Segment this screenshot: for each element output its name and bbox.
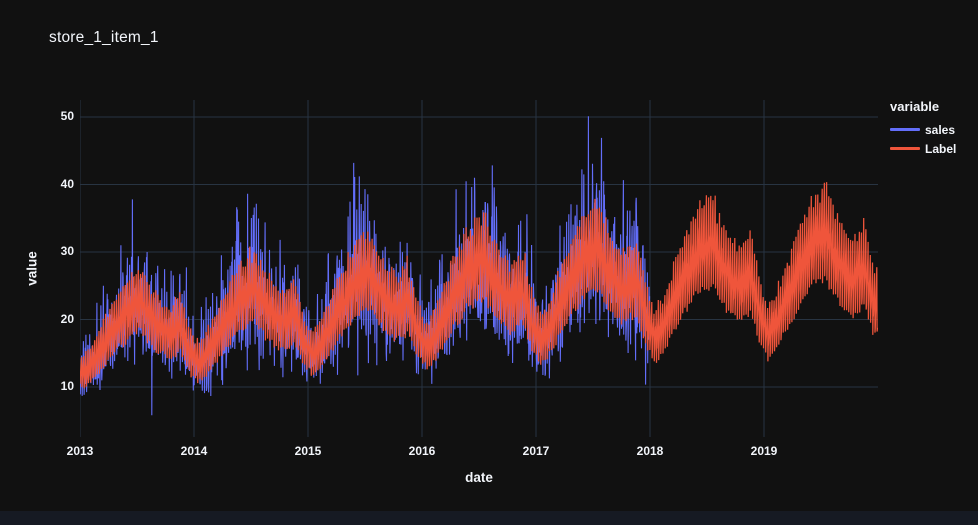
x-tick-label: 2016 bbox=[408, 444, 436, 458]
y-tick-label: 40 bbox=[60, 176, 74, 191]
x-tick-label: 2017 bbox=[522, 444, 550, 458]
x-tick-label: 2014 bbox=[180, 444, 208, 458]
plot-area[interactable] bbox=[80, 100, 878, 437]
chart-title: store_1_item_1 bbox=[49, 29, 159, 46]
legend-item-sales[interactable]: sales bbox=[890, 120, 956, 139]
legend: variable sales Label bbox=[890, 99, 956, 158]
x-axis-title: date bbox=[465, 470, 493, 485]
y-tick-label: 50 bbox=[60, 109, 74, 123]
x-tick-label: 2013 bbox=[66, 444, 94, 458]
legend-title: variable bbox=[890, 99, 940, 114]
legend-item-label: sales bbox=[925, 122, 956, 137]
legend-items: sales Label bbox=[890, 120, 956, 158]
bottom-bar bbox=[0, 511, 978, 525]
y-tick-label: 20 bbox=[60, 311, 74, 326]
series-line-Label[interactable] bbox=[80, 182, 878, 389]
x-tick-label: 2019 bbox=[750, 444, 778, 458]
x-tick-label: 2018 bbox=[636, 444, 664, 458]
x-tick-label: 2015 bbox=[294, 444, 322, 458]
legend-item-Label[interactable]: Label bbox=[890, 139, 956, 158]
legend-swatch-icon bbox=[890, 128, 920, 131]
y-tick-label: 10 bbox=[60, 379, 74, 393]
y-tick-label: 30 bbox=[60, 244, 74, 258]
legend-swatch-icon bbox=[890, 147, 920, 150]
legend-item-label: Label bbox=[925, 141, 957, 156]
y-axis-title: value bbox=[24, 251, 40, 286]
